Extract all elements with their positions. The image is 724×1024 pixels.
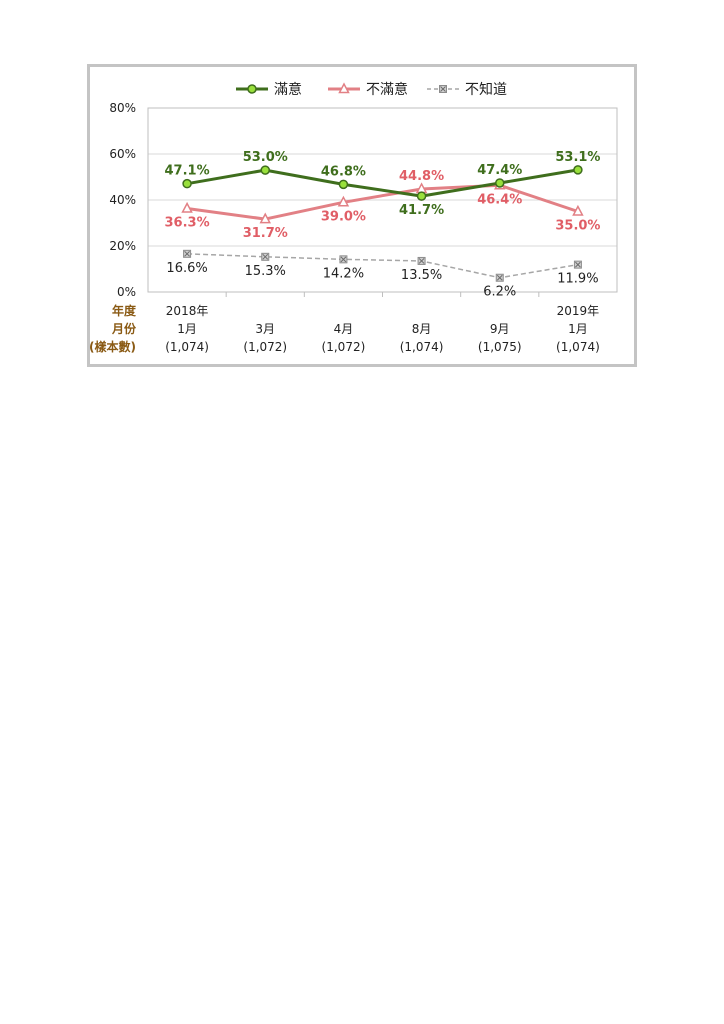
- data-label: 14.2%: [323, 266, 364, 281]
- data-point-marker-cross: [262, 253, 269, 260]
- data-label: 46.4%: [477, 192, 522, 207]
- x-axis-row-label: 年度: [112, 303, 137, 318]
- chart-frame: 0% 20% 40% 60% 80% 年度月份 (樣本數) 2018年 1月 (1,074) 3月 (…: [87, 64, 637, 367]
- data-point-marker-cross: [418, 258, 425, 264]
- data-point-marker-cross: [496, 274, 503, 281]
- data-label: 6.2%: [483, 285, 516, 300]
- data-point-marker: [260, 165, 270, 175]
- y-tick-label: 20%: [109, 239, 136, 253]
- data-point-marker-cross: [575, 261, 581, 268]
- data-label: 36.3%: [165, 216, 210, 231]
- legend-label: 滿意: [274, 81, 302, 98]
- x-category-label: 4月: [334, 322, 354, 336]
- data-label: 16.6%: [166, 261, 207, 276]
- series-line: [187, 253, 579, 279]
- x-category-label: 2019年: [557, 304, 600, 318]
- data-label: 39.0%: [321, 209, 366, 224]
- data-label: 11.9%: [557, 272, 598, 287]
- data-label: 15.3%: [245, 264, 286, 279]
- data-point-marker: [181, 201, 193, 213]
- data-label: 46.8%: [321, 164, 366, 179]
- series-3: [183, 249, 582, 282]
- data-label: 47.1%: [165, 164, 210, 179]
- x-category-label: (1,075): [478, 340, 522, 354]
- y-tick-label: 60%: [109, 147, 136, 161]
- data-point-marker: [572, 204, 584, 216]
- data-label: 47.4%: [477, 163, 522, 178]
- x-category-label: 1月: [177, 322, 197, 336]
- x-category-label: (1,074): [400, 340, 444, 354]
- series-line: [186, 168, 579, 198]
- data-label: 35.0%: [555, 219, 600, 234]
- data-label: 41.7%: [399, 203, 444, 218]
- data-point-marker-cross: [184, 250, 190, 257]
- x-category-label: 3月: [255, 322, 275, 336]
- legend-label: 不滿意: [366, 81, 408, 98]
- data-point-marker: [495, 178, 505, 188]
- data-point-marker: [259, 212, 271, 224]
- x-axis-row-label: 月份: [111, 321, 137, 336]
- data-label: 13.5%: [401, 268, 442, 283]
- data-label: 31.7%: [243, 226, 288, 241]
- series-1: [182, 165, 583, 201]
- series-line: [186, 183, 579, 221]
- x-category-label: 1月: [568, 322, 588, 336]
- data-label: 53.1%: [555, 150, 600, 165]
- x-category-label: (1,074): [556, 340, 600, 354]
- data-point-marker: [573, 165, 583, 175]
- x-category-label: 9月: [490, 322, 510, 336]
- x-category-label: 2018年: [166, 304, 209, 318]
- x-axis-row-label: (樣本數): [90, 339, 136, 354]
- data-point-marker: [338, 82, 350, 94]
- x-category-label: (1,072): [243, 340, 287, 354]
- data-label: 53.0%: [243, 150, 288, 165]
- y-tick-label: 40%: [109, 193, 136, 207]
- data-point-marker: [416, 191, 427, 201]
- data-point-marker: [338, 179, 349, 190]
- x-category-label: (1,074): [165, 340, 209, 354]
- y-tick-label: 0%: [117, 285, 136, 299]
- x-category-label: (1,072): [322, 340, 366, 354]
- legend-label: 不知道: [465, 81, 507, 98]
- data-point-marker-cross: [440, 86, 446, 92]
- series-2: [181, 178, 584, 224]
- x-category-label: 8月: [412, 322, 432, 336]
- data-label: 44.8%: [399, 169, 444, 184]
- data-point-marker: [182, 178, 192, 189]
- data-point-marker-cross: [340, 256, 347, 263]
- y-tick-label: 80%: [109, 101, 136, 115]
- data-point-marker: [337, 195, 350, 207]
- data-point-marker: [247, 84, 257, 94]
